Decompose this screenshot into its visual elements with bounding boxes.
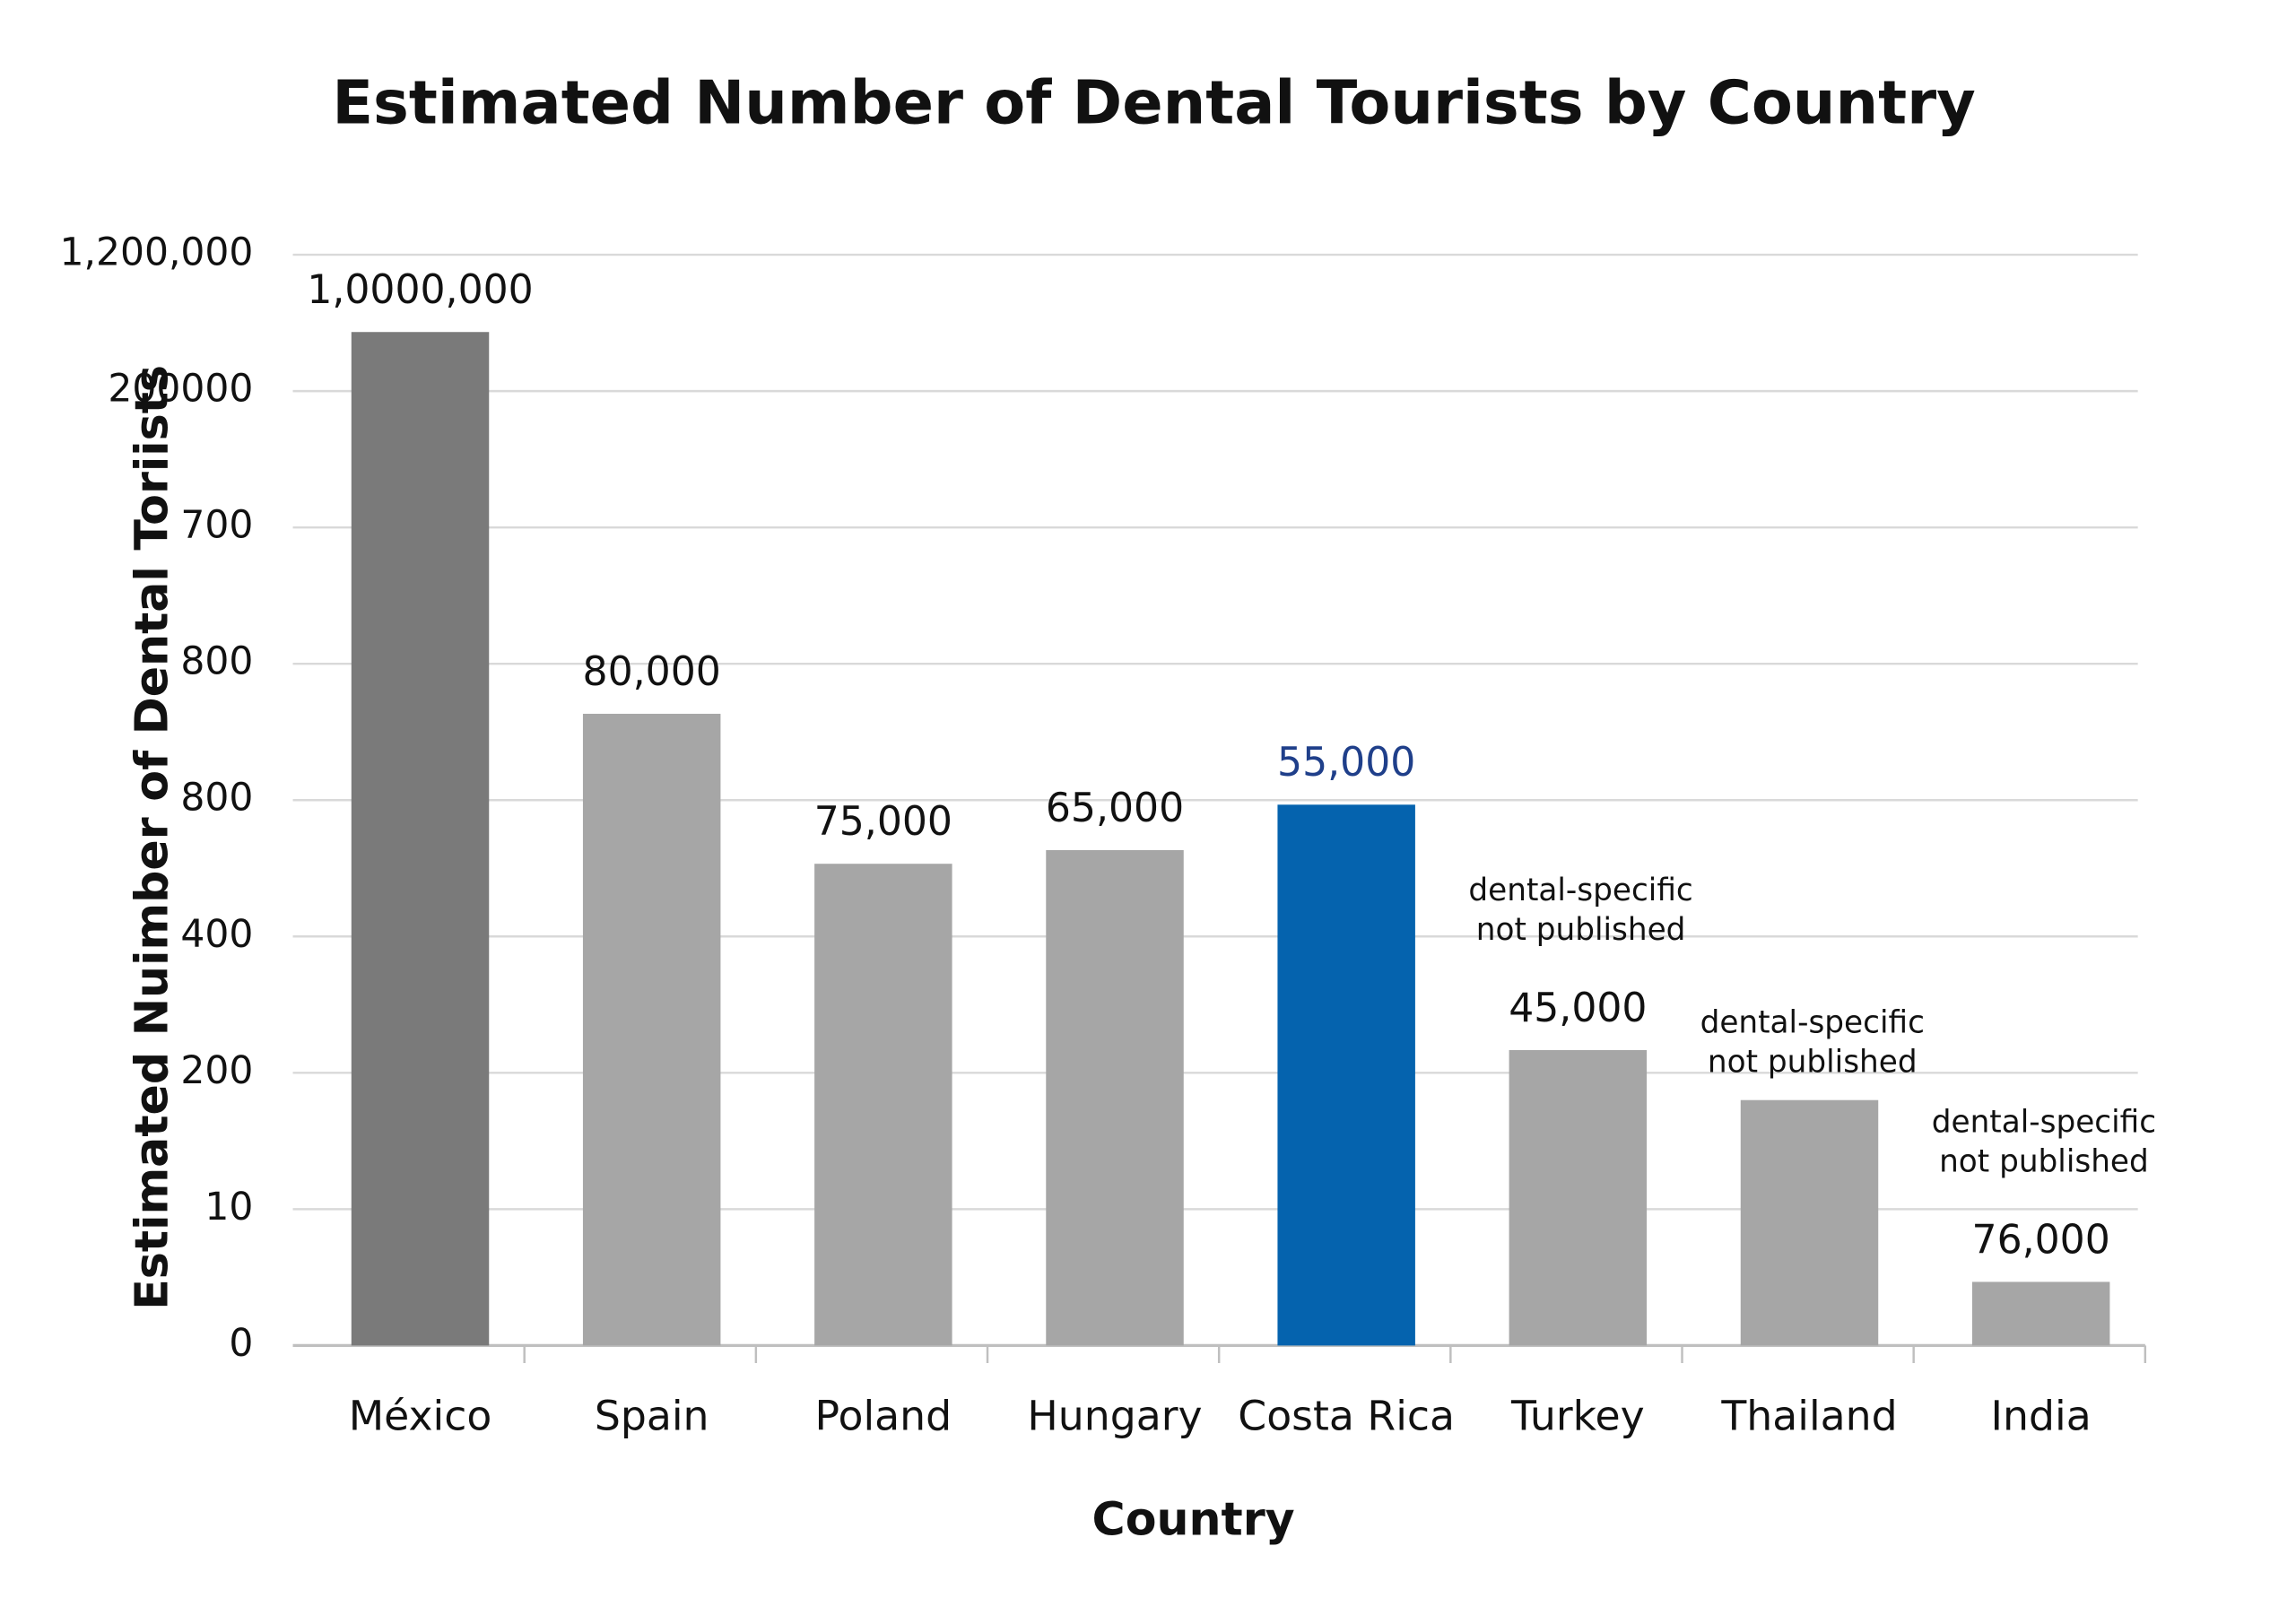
bar — [351, 332, 490, 1346]
x-tick-label: Hungary — [1027, 1393, 1202, 1440]
x-tick-label: México — [349, 1393, 492, 1440]
x-tick-label: Thailand — [1720, 1393, 1897, 1440]
annotation: dental-specific — [1700, 1004, 1925, 1040]
value-label: 65,000 — [1046, 786, 1184, 831]
value-label: 76,000 — [1972, 1217, 2110, 1263]
value-label: 55,000 — [1277, 740, 1415, 786]
x-tick-label: Poland — [815, 1393, 952, 1440]
value-label: 1,0000,000 — [307, 267, 533, 313]
bar — [582, 713, 721, 1346]
value-label: 80,000 — [583, 649, 721, 695]
bar — [814, 864, 952, 1346]
bar — [1509, 1049, 1648, 1346]
chart-title: Estimated Number of Dental Tourists by C… — [332, 68, 1975, 138]
y-tick-label: 1,200,000 — [59, 231, 253, 275]
bar — [1046, 849, 1184, 1346]
annotation: dental-specific — [1932, 1105, 2156, 1141]
y-tick-label: 800 — [180, 640, 253, 684]
x-tick-label: Turkey — [1510, 1393, 1645, 1440]
y-tick-label: 200000 — [108, 368, 253, 412]
x-tick-label: India — [1991, 1393, 2092, 1440]
annotation: not published — [1708, 1044, 1918, 1080]
bar — [1740, 1099, 1879, 1346]
annotation: not published — [1476, 912, 1686, 948]
y-axis-title: Estimated Nuimber of Dental Toriists — [126, 365, 178, 1310]
bar — [1277, 804, 1415, 1346]
x-axis-title: Country — [1092, 1492, 1295, 1545]
y-tick-label: 400 — [180, 913, 253, 957]
y-tick-label: 800 — [180, 777, 253, 821]
y-tick-label: 200 — [180, 1049, 253, 1093]
y-tick-label: 10 — [204, 1186, 253, 1229]
value-label: 45,000 — [1509, 986, 1647, 1031]
annotation: not published — [1939, 1144, 2149, 1180]
value-label: 75,000 — [814, 799, 952, 845]
y-tick-label: 0 — [229, 1322, 253, 1366]
x-tick-label: Costa Rica — [1238, 1393, 1455, 1440]
annotation: dental-specific — [1468, 873, 1692, 908]
bar — [1971, 1281, 2110, 1346]
y-tick-label: 700 — [180, 504, 253, 548]
x-tick-label: Spain — [595, 1393, 709, 1440]
